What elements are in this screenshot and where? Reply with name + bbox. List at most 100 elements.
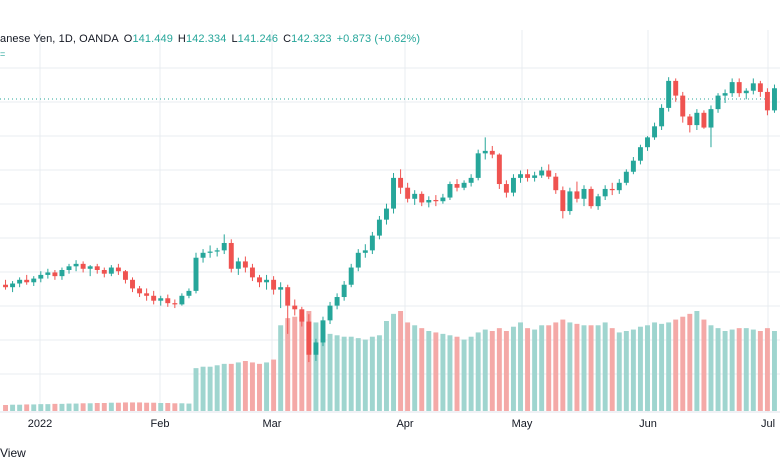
candle-body <box>461 182 467 188</box>
volume-bar <box>482 329 488 411</box>
volume-bar <box>285 318 291 411</box>
x-tick-label: Jun <box>639 418 657 430</box>
open-label: O <box>123 33 133 45</box>
volume-bar <box>510 326 516 411</box>
candle-body <box>468 177 474 183</box>
candle-body <box>31 278 37 283</box>
volume-bar <box>503 331 509 411</box>
candle-body <box>130 279 135 289</box>
candle-body <box>292 305 298 310</box>
candle-body <box>137 288 143 294</box>
volume-bar <box>320 331 326 411</box>
candle-body <box>108 267 114 274</box>
x-tick-label: Apr <box>396 418 413 430</box>
candle-body <box>652 126 658 138</box>
volume-bar <box>278 325 284 411</box>
candle-body <box>80 263 86 269</box>
candle-body <box>151 295 157 301</box>
candle-body <box>630 160 636 172</box>
volume-bar <box>426 331 432 411</box>
volume-bar <box>412 325 418 411</box>
close-label: C <box>283 33 292 45</box>
x-tick-label: May <box>512 418 533 430</box>
volume-bar <box>645 325 650 411</box>
candle-body <box>645 137 650 148</box>
candle-body <box>440 197 446 202</box>
volume-bar <box>588 325 594 411</box>
volume-bar <box>525 328 531 411</box>
volume-bar <box>666 322 672 411</box>
volume-bar <box>193 368 199 411</box>
candle-body <box>94 266 100 270</box>
volume-bar <box>186 403 192 411</box>
volume-bar <box>715 328 721 411</box>
volume-bar <box>165 403 171 411</box>
volume-bar <box>496 328 502 411</box>
change-value: +0.873 (+0.62%) <box>336 33 421 45</box>
candle-body <box>17 279 23 284</box>
candle-body <box>376 219 382 236</box>
volume-bar <box>369 336 375 411</box>
volume-bar <box>313 322 319 411</box>
candle-body <box>546 170 552 177</box>
candle-body <box>221 242 227 251</box>
volume-bar <box>151 402 157 411</box>
footer-view-label[interactable]: View <box>0 446 26 460</box>
candle-body <box>560 190 566 212</box>
volume-bar <box>708 325 714 411</box>
volume-bar <box>553 322 559 411</box>
candle-body <box>214 250 220 252</box>
candle-body <box>772 88 777 111</box>
candle-body <box>369 235 375 251</box>
volume-bar <box>433 332 439 411</box>
volume-bar <box>398 311 404 411</box>
candle-body <box>623 171 629 183</box>
volume-bar <box>461 339 467 411</box>
volume-bar <box>574 323 580 411</box>
candle-body <box>708 109 714 128</box>
volume-bar <box>59 403 65 411</box>
volume-bar <box>94 403 100 411</box>
volume-bar <box>391 313 396 411</box>
candle-body <box>101 270 107 274</box>
candle-body <box>306 321 312 355</box>
candle-body <box>680 95 686 117</box>
volume-bar <box>743 328 749 411</box>
volume-bar <box>3 405 8 411</box>
candle-body <box>510 177 516 193</box>
candle-body <box>694 112 700 126</box>
candle-body <box>45 272 51 275</box>
volume-bar <box>764 328 770 411</box>
volume-bar <box>214 365 220 411</box>
candle-body <box>362 250 368 253</box>
volume-bar <box>87 403 93 411</box>
candle-body <box>764 91 770 111</box>
volume-bar <box>362 339 368 411</box>
candle-body <box>144 293 150 296</box>
volume-bar <box>228 363 234 411</box>
volume-bar <box>45 404 51 411</box>
volume-bar <box>750 329 756 411</box>
candle-body <box>447 184 453 198</box>
candle-body <box>581 188 587 199</box>
candle-body <box>278 287 284 290</box>
volume-bar <box>257 363 262 411</box>
candle-body <box>172 303 178 305</box>
candle-body <box>496 154 502 185</box>
candle-body <box>426 200 432 203</box>
volume-bar <box>447 335 453 411</box>
volume-bar <box>249 362 255 411</box>
volume-bar <box>207 366 213 411</box>
candle-body <box>743 90 749 94</box>
volume-bar <box>327 333 333 411</box>
candle-body <box>595 196 601 207</box>
candle-body <box>122 271 128 280</box>
high-value: 142.334 <box>185 33 227 45</box>
volume-bar <box>630 329 636 411</box>
candle-body <box>10 283 16 288</box>
candle-body <box>87 266 93 269</box>
candle-body <box>271 279 277 290</box>
legend-sub-marker: = <box>0 49 6 59</box>
volume-bar <box>475 332 481 411</box>
candle-body <box>637 147 643 161</box>
